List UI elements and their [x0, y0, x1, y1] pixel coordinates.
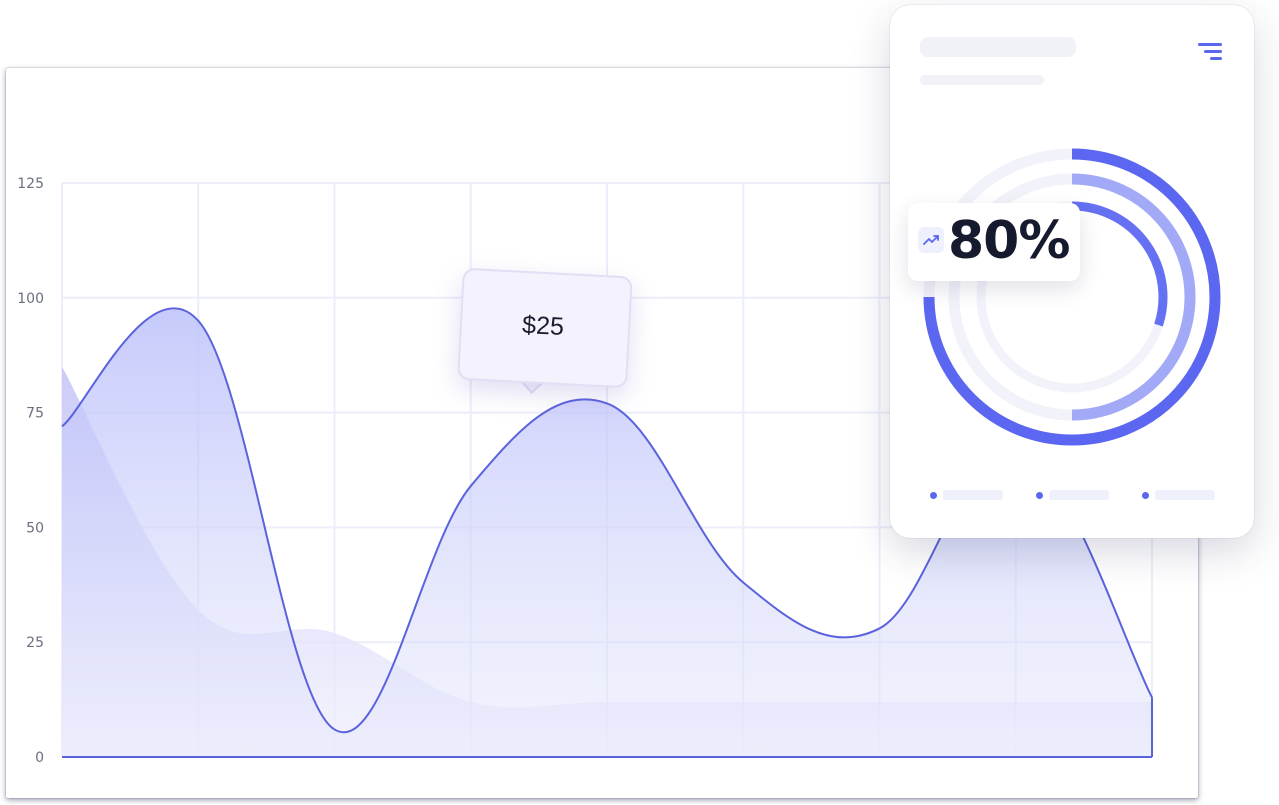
kpi-value: 80%	[948, 211, 1070, 271]
value-tooltip: $25	[457, 267, 633, 394]
ring-progress	[1071, 201, 1168, 327]
series-soft-area	[62, 366, 1152, 757]
ring-progress	[923, 148, 1221, 446]
card-title-placeholder	[920, 37, 1076, 57]
y-tick-label: 50	[26, 520, 44, 536]
ring-progress	[1071, 173, 1196, 421]
progress-rings	[923, 148, 1221, 446]
legend-dot	[1036, 492, 1043, 499]
legend-label-placeholder	[1049, 490, 1109, 500]
legend-dot	[930, 492, 937, 499]
y-tick-label: 0	[35, 750, 44, 766]
card-subtitle-placeholder	[920, 75, 1044, 85]
y-tick-label: 75	[26, 406, 44, 422]
legend-label-placeholder	[943, 490, 1003, 500]
area-chart: 125 100 75 50 25 0	[17, 176, 1153, 766]
y-tick-label: 125	[17, 176, 44, 192]
filter-icon[interactable]	[1196, 43, 1222, 63]
trending-up-icon	[918, 227, 944, 253]
kpi-badge: 80%	[908, 203, 1080, 281]
y-tick-label: 100	[17, 291, 44, 307]
legend-label-placeholder	[1155, 490, 1215, 500]
y-tick-label: 25	[26, 635, 44, 651]
series-main-area	[62, 308, 1152, 757]
legend-dot	[1142, 492, 1149, 499]
